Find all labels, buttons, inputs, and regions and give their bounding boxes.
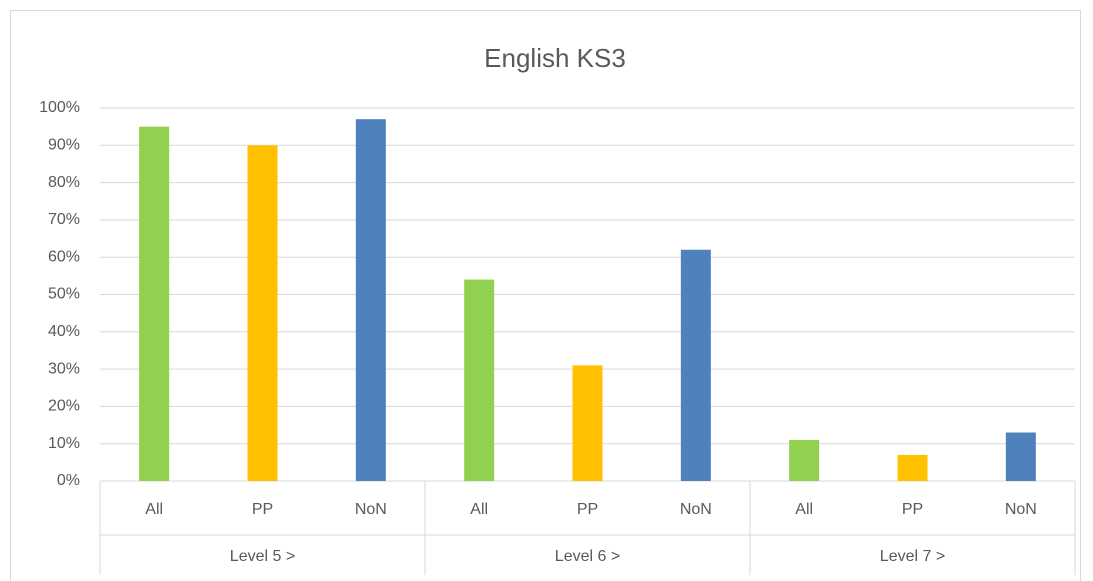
bar <box>897 454 928 481</box>
x-tick-label: PP <box>252 501 273 518</box>
bar <box>680 249 711 481</box>
bar <box>789 439 820 481</box>
y-tick-label: 60% <box>48 248 80 265</box>
x-tick-label: PP <box>902 501 923 518</box>
x-tick-label: All <box>795 501 813 518</box>
x-tick-label: NoN <box>1005 501 1037 518</box>
y-tick-label: 30% <box>48 360 80 377</box>
y-tick-label: 0% <box>57 472 80 489</box>
bar <box>1005 432 1036 481</box>
y-tick-label: 70% <box>48 211 80 228</box>
y-tick-label: 80% <box>48 174 80 191</box>
y-tick-label: 50% <box>48 286 80 303</box>
group-label: Level 6 > <box>555 548 620 565</box>
chart-title: English KS3 <box>484 43 626 73</box>
x-tick-label: NoN <box>355 501 387 518</box>
x-tick-label: PP <box>577 501 598 518</box>
y-tick-label: 20% <box>48 398 80 415</box>
x-tick-label: All <box>470 501 488 518</box>
group-label: Level 5 > <box>230 548 295 565</box>
y-tick-label: 40% <box>48 323 80 340</box>
group-label: Level 7 > <box>880 548 945 565</box>
bar <box>572 365 603 481</box>
bar <box>464 279 495 481</box>
y-tick-label: 90% <box>48 137 80 154</box>
x-tick-label: NoN <box>680 501 712 518</box>
y-tick-label: 100% <box>39 99 80 116</box>
bar <box>139 126 170 482</box>
x-tick-label: All <box>145 501 163 518</box>
bar <box>355 119 386 481</box>
bar <box>247 145 278 482</box>
chart-frame <box>10 10 1081 581</box>
y-tick-label: 10% <box>48 435 80 452</box>
